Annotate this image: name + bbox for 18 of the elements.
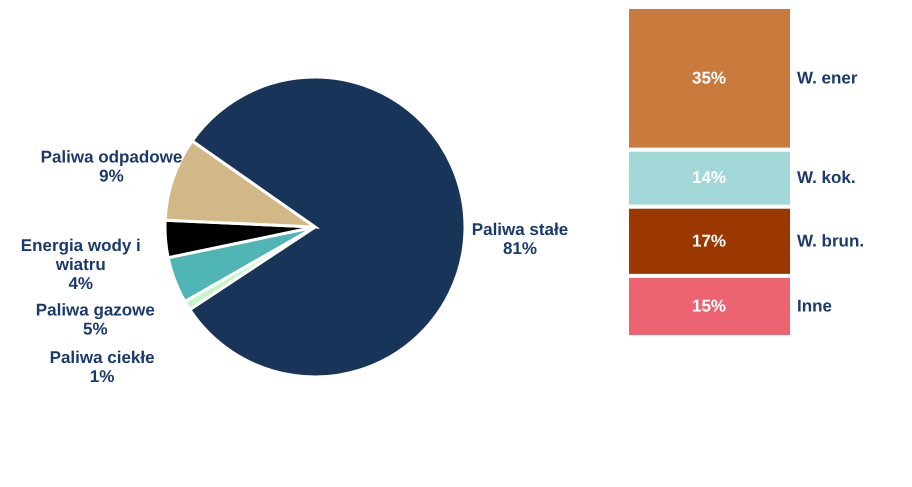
slice-label: Paliwa ciekłe	[50, 348, 155, 368]
slice-label: Paliwa odpadowe	[40, 148, 182, 167]
data-label: 9%	[99, 166, 124, 186]
slice-label: Paliwa gazowe	[36, 300, 155, 320]
data-label: 35%	[692, 68, 726, 88]
data-label: 5%	[83, 319, 108, 338]
slice-label: Energia wody i wiatru	[20, 236, 141, 274]
slice-label: Paliwa stałe	[472, 220, 568, 239]
data-label: 1%	[90, 367, 114, 386]
series-label: W. ener	[797, 68, 858, 88]
series-label: W. brun.	[797, 231, 864, 250]
data-label: 14%	[692, 168, 726, 188]
data-label: 4%	[68, 274, 94, 293]
series-label: W. kok.	[797, 168, 856, 188]
data-label: 17%	[692, 231, 726, 250]
series-label: Inne	[797, 296, 832, 316]
data-label: 15%	[692, 296, 726, 316]
data-label: 81%	[502, 238, 537, 258]
